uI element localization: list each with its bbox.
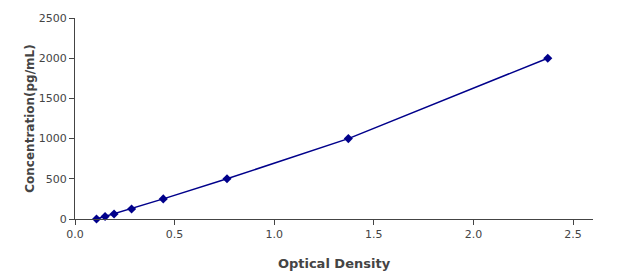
svg-text:500: 500 xyxy=(46,173,67,186)
svg-text:2.0: 2.0 xyxy=(465,228,483,241)
svg-text:Concentration(pg/mL): Concentration(pg/mL) xyxy=(23,44,37,192)
svg-text:2500: 2500 xyxy=(39,12,67,25)
svg-text:1000: 1000 xyxy=(39,132,67,145)
svg-text:1500: 1500 xyxy=(39,92,67,105)
svg-text:1.0: 1.0 xyxy=(265,228,283,241)
svg-text:2000: 2000 xyxy=(39,52,67,65)
svg-text:0.5: 0.5 xyxy=(166,228,184,241)
svg-text:2.5: 2.5 xyxy=(564,228,582,241)
svg-text:0.0: 0.0 xyxy=(66,228,84,241)
svg-text:0: 0 xyxy=(60,213,67,226)
svg-text:Optical Density: Optical Density xyxy=(278,256,391,271)
svg-text:1.5: 1.5 xyxy=(365,228,383,241)
